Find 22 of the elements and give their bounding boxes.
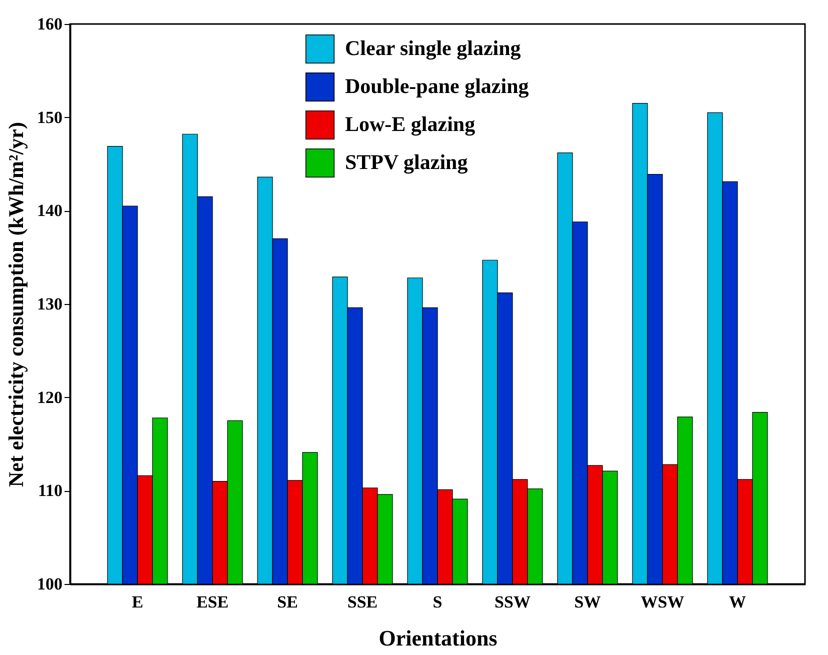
y-tick-label: 150 — [37, 108, 62, 127]
x-tick-label: SSE — [347, 592, 378, 612]
x-tick-label: E — [132, 592, 144, 612]
x-tick-label: ESE — [196, 592, 229, 612]
y-tick-label: 120 — [37, 388, 62, 407]
y-tick-label: 140 — [37, 201, 62, 220]
x-tick-label: W — [729, 592, 746, 612]
x-tick-label: WSW — [640, 592, 684, 612]
x-tick-label: SSW — [494, 592, 530, 612]
y-axis-title: Net electricity consumption (kWh/m²/yr) — [4, 122, 28, 487]
y-tick-label: 160 — [37, 14, 62, 34]
x-tick-label: S — [432, 592, 442, 612]
x-axis-title: Orientations — [378, 626, 498, 650]
legend-label: Low-E glazing — [345, 112, 476, 136]
legend-label: Clear single glazing — [345, 36, 522, 60]
y-tick-label: 130 — [37, 294, 62, 314]
y-tick-label: 110 — [38, 481, 62, 500]
legend-label: STPV glazing — [345, 150, 468, 174]
y-tick-label: 100 — [37, 574, 62, 594]
x-tick-label: SW — [574, 592, 601, 612]
legend-label: Double-pane glazing — [345, 74, 530, 98]
x-tick-label: SE — [277, 592, 298, 612]
